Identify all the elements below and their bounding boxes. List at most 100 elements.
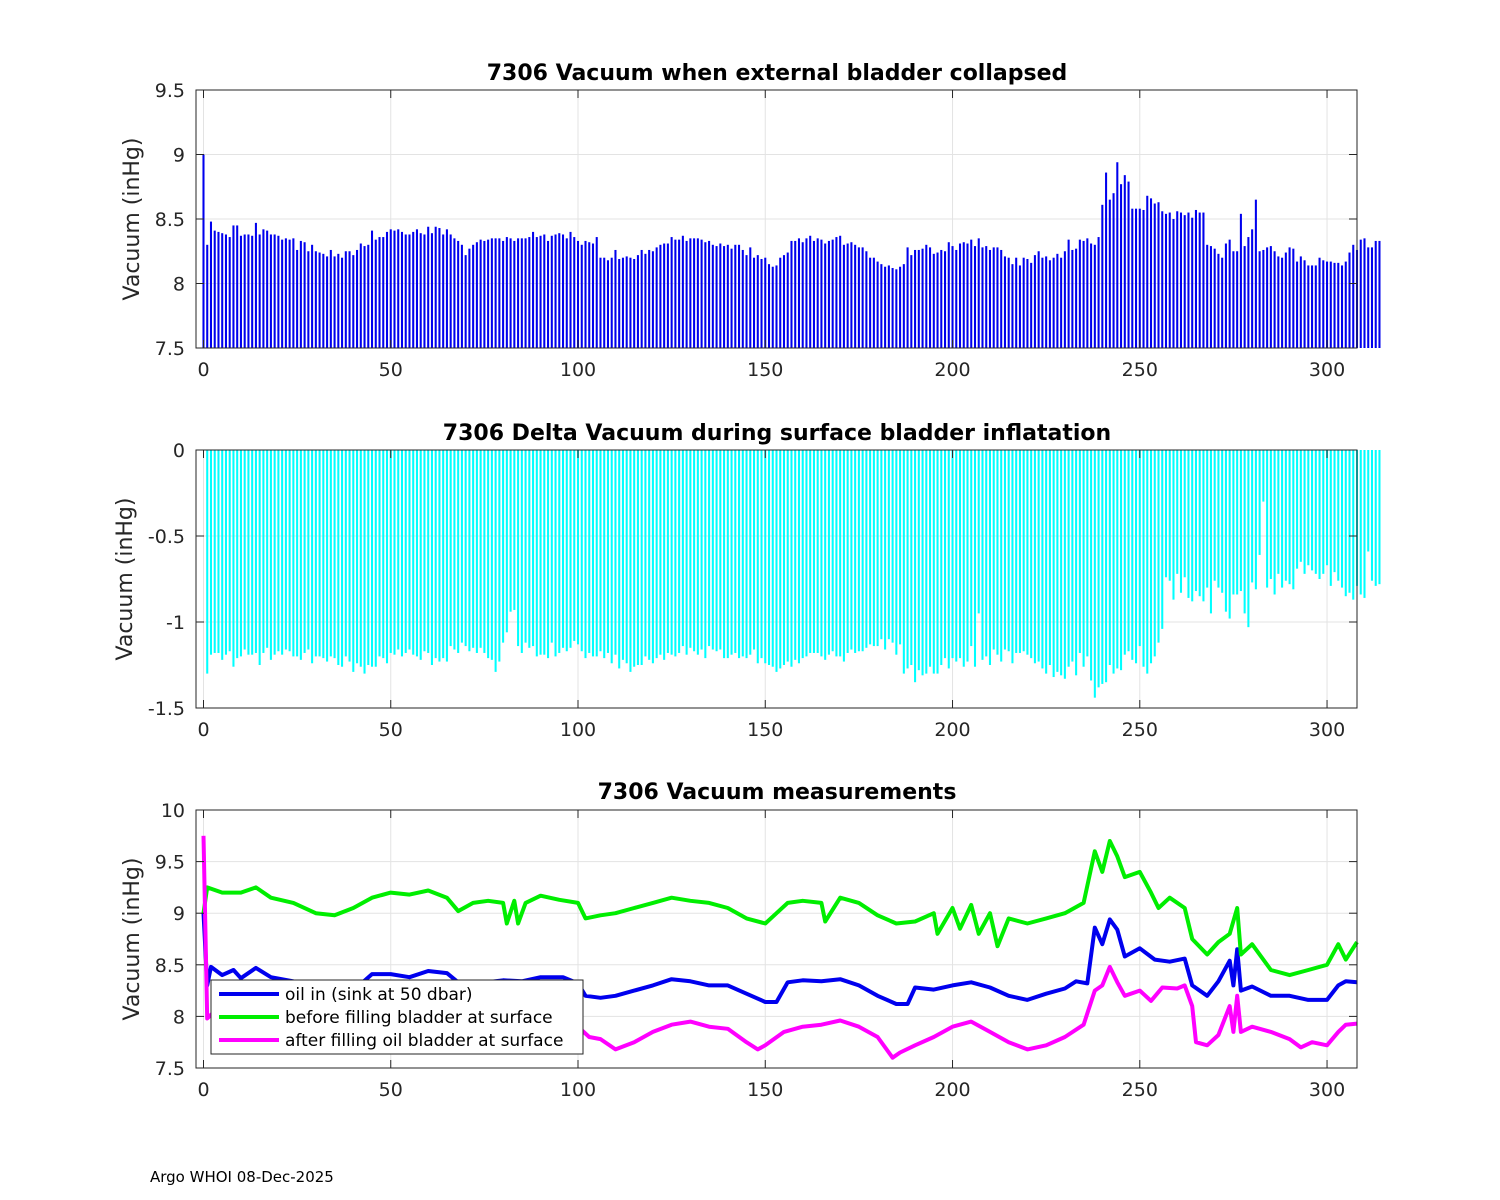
bar [1011,450,1014,664]
bar [700,450,703,650]
bar [299,240,302,348]
bar [266,230,269,348]
bar [528,237,531,348]
bar [539,235,542,348]
y-tick-label: -1 [166,612,185,634]
bar [251,235,254,348]
bar [356,249,359,348]
bar [1146,450,1149,674]
bar [1247,237,1250,348]
x-tick-label: 200 [934,359,970,381]
bar [760,450,763,659]
bar [284,450,287,650]
bar [1123,450,1126,655]
bar [224,234,227,348]
bar [921,248,924,348]
bar [1337,262,1340,348]
bar [1191,450,1194,602]
bar [1153,203,1156,348]
bar [1105,450,1108,683]
bar [1348,450,1351,593]
bar [816,238,819,348]
bar [292,238,295,348]
bar [644,253,647,348]
bar [1022,450,1025,652]
bar [1120,184,1123,348]
bar [311,244,314,348]
bar [247,234,250,348]
bar [1228,450,1231,619]
bar [1172,450,1175,600]
bar [517,238,520,348]
bar [311,450,314,664]
bar [262,229,265,348]
bar [625,256,628,348]
bar [1367,247,1370,348]
bar [827,450,830,655]
bar [1258,251,1261,348]
bar [947,450,950,669]
bar [1269,450,1272,579]
bar [618,258,621,348]
bar [490,450,493,660]
bar [925,450,928,674]
bar [1112,193,1115,348]
bar [378,450,381,657]
bar [374,450,377,667]
bar [1239,213,1242,348]
y-axis-label: Vacuum (inHg) [120,858,145,1021]
bar [670,450,673,655]
bar [872,257,875,348]
bar [1258,450,1261,555]
bar [711,450,714,650]
bar [685,240,688,348]
bar [1086,238,1089,348]
bar [891,268,894,348]
bar [550,235,553,348]
line-series [201,835,1359,1060]
bar [1187,212,1190,348]
bar [1071,450,1074,662]
bar [1127,450,1130,652]
bar [831,450,834,652]
bar [460,450,463,643]
bar [1254,450,1257,590]
bar [584,240,587,348]
bar [385,450,389,664]
bar [382,450,385,659]
y-tick-label: 0 [173,440,185,462]
bar [1191,217,1194,348]
x-tick-label: 50 [379,359,403,381]
bar [929,450,932,667]
bar [1340,450,1344,588]
bar [1033,450,1036,664]
bar [936,252,939,348]
bar [367,244,370,348]
bar [333,256,336,348]
bar [1056,253,1059,348]
legend-label: oil in (sink at 50 dbar) [285,985,473,1005]
bar [1161,450,1164,629]
bar [254,450,257,653]
bar [1224,243,1227,348]
bar [209,450,213,655]
bar [329,450,332,657]
bar [370,450,374,667]
bar [505,237,508,348]
bar [1183,450,1186,578]
bar [756,450,759,664]
bar [382,237,385,348]
bar [794,240,797,348]
bar [460,244,463,348]
bar [588,450,591,653]
bar [1239,450,1242,592]
bar [988,249,992,348]
bar [288,239,291,348]
bar [610,257,613,348]
bar [782,450,786,665]
bar [247,450,250,655]
bar [266,450,269,648]
bar [779,450,782,669]
bar [1243,246,1246,348]
